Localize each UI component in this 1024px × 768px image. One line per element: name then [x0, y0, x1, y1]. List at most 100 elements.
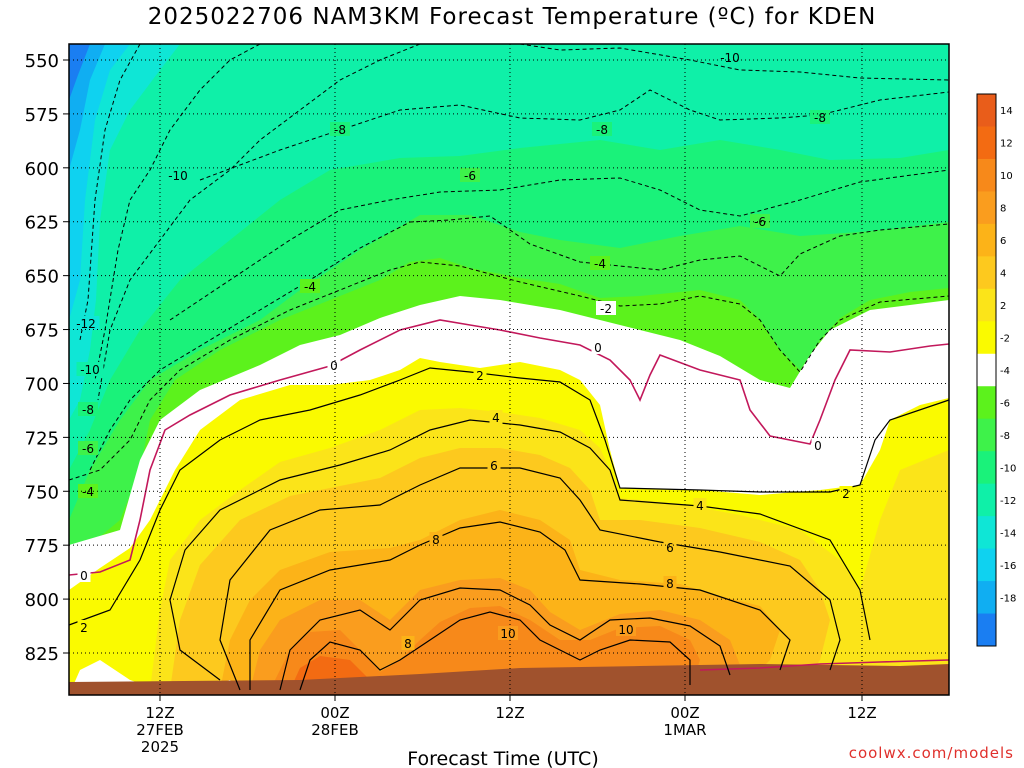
colorbar-swatch	[977, 94, 996, 127]
contour-label: 2	[476, 369, 484, 383]
chart-title: 2025022706 NAM3KM Forecast Temperature (…	[147, 4, 877, 30]
contour-dashed-3	[519, 43, 950, 81]
contour-label-bg	[498, 626, 518, 640]
contour-label-bg	[78, 402, 98, 416]
contour-label-bg	[693, 498, 707, 512]
contour-dashed-4	[199, 89, 950, 181]
contour-label-bg	[460, 168, 480, 182]
contour-label-bg	[77, 568, 91, 582]
y-tick-label: 650	[25, 267, 59, 288]
colorbar-swatch	[977, 516, 996, 550]
contour-label-bg	[77, 620, 91, 634]
contour-dashed-2	[97, 43, 421, 401]
temperature-shading	[69, 44, 949, 695]
colorbar-label: -6	[1000, 398, 1010, 409]
contour-label: -8	[814, 111, 826, 125]
colorbar-swatch	[977, 613, 996, 647]
y-axis: 550 575 600 625 650 675 700 725 750 775 800 825	[25, 51, 69, 665]
x-tick-date: 1MAR	[663, 721, 706, 739]
colorbar-label: -2	[1000, 334, 1010, 345]
band--14	[69, 44, 130, 320]
contour-label: 6	[666, 541, 674, 555]
x-tick-label: 12Z	[847, 704, 876, 722]
colorbar-swatch	[977, 581, 996, 615]
contour-label: -4	[594, 257, 606, 271]
contour-label: -6	[82, 442, 94, 456]
contour-zero-0	[68, 319, 950, 576]
colorbar-frame	[976, 93, 997, 647]
colorbar-label: -10	[1000, 463, 1016, 474]
contour-label: 8	[432, 533, 440, 547]
contour-dashed-5	[169, 169, 950, 321]
x-tick-year: 2025	[141, 738, 179, 756]
contour-label: 0	[80, 569, 88, 583]
contour-label: 4	[696, 499, 704, 513]
contour-zero-1	[699, 659, 950, 671]
colorbar-swatch	[977, 483, 996, 517]
colorbar-label: -14	[1000, 528, 1016, 539]
plot-frame	[68, 43, 950, 696]
contour-label: -2	[600, 302, 612, 316]
contour-dashed-0	[79, 43, 141, 341]
contour-label-bg	[592, 122, 612, 136]
y-tick-label: 625	[25, 213, 59, 234]
colorbar-label: 8	[1000, 204, 1006, 215]
colorbar-label: 4	[1000, 269, 1006, 280]
y-tick-label: 575	[25, 105, 59, 126]
contour-solid-3	[249, 521, 791, 690]
x-tick-date: 28FEB	[311, 721, 358, 739]
contour-label-bg	[473, 368, 487, 382]
band--12	[69, 44, 180, 420]
y-tick-label: 825	[25, 644, 59, 665]
band--18	[69, 44, 90, 100]
contour-label-bg	[78, 441, 98, 455]
contour-label: -4	[82, 485, 94, 499]
contour-label: -8	[596, 123, 608, 137]
contour-label: -6	[754, 215, 766, 229]
colorbar-label: -4	[1000, 366, 1010, 377]
contour-label: 8	[404, 637, 412, 651]
contour-dashed-1	[94, 43, 261, 381]
contour-label-bg	[327, 358, 341, 372]
y-tick-label: 600	[25, 159, 59, 180]
colorbar-swatch	[977, 548, 996, 582]
contour-solid-5	[299, 611, 691, 691]
contour-label-bg	[663, 540, 677, 554]
colorbar-swatch	[977, 418, 996, 452]
contour-label: 2	[842, 487, 850, 501]
colorbar-label: 6	[1000, 236, 1006, 247]
contour-label: -6	[464, 169, 476, 183]
contour-labels: -10 -8 -10 -8 -6 -8 -6 -4 -4 -2 -12 -10 -8 -6 -4 0 0 0 0 2 2…	[72, 50, 853, 651]
contour-label-bg	[590, 256, 610, 270]
band--16	[69, 44, 105, 170]
contour-label-bg	[429, 532, 443, 546]
contour-label-bg	[401, 636, 415, 650]
colorbar-swatch	[977, 451, 996, 485]
y-tick-label: 700	[25, 374, 59, 395]
colorbar-swatch	[977, 386, 996, 420]
contour-label: -10	[168, 169, 188, 183]
colorbar-label: 12	[1000, 139, 1013, 150]
contour-label: -12	[76, 317, 96, 331]
contour-label-bg	[487, 458, 501, 472]
colorbar-label: -8	[1000, 431, 1010, 442]
contour-solid-0	[68, 367, 950, 626]
contour-label-bg	[811, 438, 825, 452]
contour-solid-4	[279, 587, 731, 691]
x-tick-date: 27FEB	[136, 721, 183, 739]
x-tick-label: 12Z	[145, 704, 174, 722]
colorbar: 14 12 10 8 6 4 2 -2 -4 -6 -8 -10 -12 -14 -16 -18	[976, 93, 1016, 647]
contour-label-bg	[750, 214, 770, 228]
contour-label: 0	[330, 359, 338, 373]
contour-label: 10	[618, 623, 633, 637]
contour-label-bg	[839, 486, 853, 500]
contour-lines	[68, 43, 950, 691]
contour-label-bg	[72, 316, 100, 330]
contour-label-bg	[596, 301, 616, 315]
colorbar-label: 14	[1000, 106, 1013, 117]
contour-label: -8	[334, 123, 346, 137]
contour-label: 2	[80, 621, 88, 635]
colorbar-swatch	[977, 288, 996, 322]
colorbar-swatch	[977, 223, 996, 257]
contour-label-bg	[616, 622, 636, 636]
